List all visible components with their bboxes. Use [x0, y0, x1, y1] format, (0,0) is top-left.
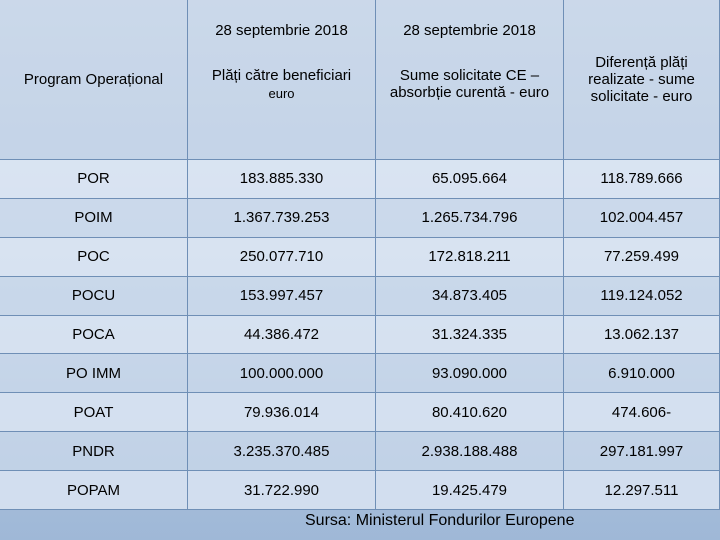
cell-difference: 12.297.511: [564, 471, 720, 510]
cell-difference: 13.062.137: [564, 315, 720, 355]
cell-difference: 119.124.052: [564, 276, 720, 316]
header-payments-title: Plăți către beneficiari: [211, 67, 352, 84]
header-payments-date: 28 septembrie 2018: [215, 22, 348, 39]
cell-requested: 65.095.664: [376, 160, 564, 199]
cell-difference: 102.004.457: [564, 198, 720, 238]
cell-payments: 79.936.014: [188, 393, 376, 433]
cell-requested: 93.090.000: [376, 354, 564, 394]
header-program-label: Program Operațional: [23, 71, 164, 88]
cell-payments: 44.386.472: [188, 315, 376, 355]
cell-payments: 250.077.710: [188, 237, 376, 277]
cell-program: PNDR: [0, 432, 188, 472]
cell-program: POCU: [0, 276, 188, 316]
header-requested-title: Sume solicitate CE – absorbție curentă -…: [389, 67, 550, 101]
cell-payments: 3.235.370.485: [188, 432, 376, 472]
cell-difference: 77.259.499: [564, 237, 720, 277]
header-difference-title: Diferență plăți realizate - sume solicit…: [588, 54, 695, 105]
header-program: Program Operațional: [0, 0, 188, 160]
header-requested-date: 28 septembrie 2018: [403, 22, 536, 39]
cell-difference: 118.789.666: [564, 160, 720, 199]
cell-payments: 31.722.990: [188, 471, 376, 510]
header-requested: 28 septembrie 2018 Sume solicitate CE – …: [376, 0, 564, 160]
cell-difference: 297.181.997: [564, 432, 720, 472]
cell-payments: 153.997.457: [188, 276, 376, 316]
cell-payments: 183.885.330: [188, 160, 376, 199]
cell-program: PO IMM: [0, 354, 188, 394]
funds-table: Program Operațional 28 septembrie 2018 P…: [0, 0, 720, 510]
header-difference: Diferență plăți realizate - sume solicit…: [564, 0, 720, 160]
header-payments: 28 septembrie 2018 Plăți către beneficia…: [188, 0, 376, 160]
cell-program: POIM: [0, 198, 188, 238]
cell-requested: 172.818.211: [376, 237, 564, 277]
cell-payments: 1.367.739.253: [188, 198, 376, 238]
cell-difference: 6.910.000: [564, 354, 720, 394]
header-payments-unit: euro: [268, 86, 295, 101]
cell-program: POAT: [0, 393, 188, 433]
cell-requested: 1.265.734.796: [376, 198, 564, 238]
cell-program: POPAM: [0, 471, 188, 510]
cell-program: POC: [0, 237, 188, 277]
cell-difference: 474.606-: [564, 393, 720, 433]
cell-requested: 31.324.335: [376, 315, 564, 355]
cell-requested: 2.938.188.488: [376, 432, 564, 472]
cell-program: POR: [0, 160, 188, 199]
cell-requested: 80.410.620: [376, 393, 564, 433]
cell-program: POCA: [0, 315, 188, 355]
cell-payments: 100.000.000: [188, 354, 376, 394]
cell-requested: 34.873.405: [376, 276, 564, 316]
source-note: Sursa: Ministerul Fondurilor Europene: [305, 512, 575, 529]
cell-requested: 19.425.479: [376, 471, 564, 510]
